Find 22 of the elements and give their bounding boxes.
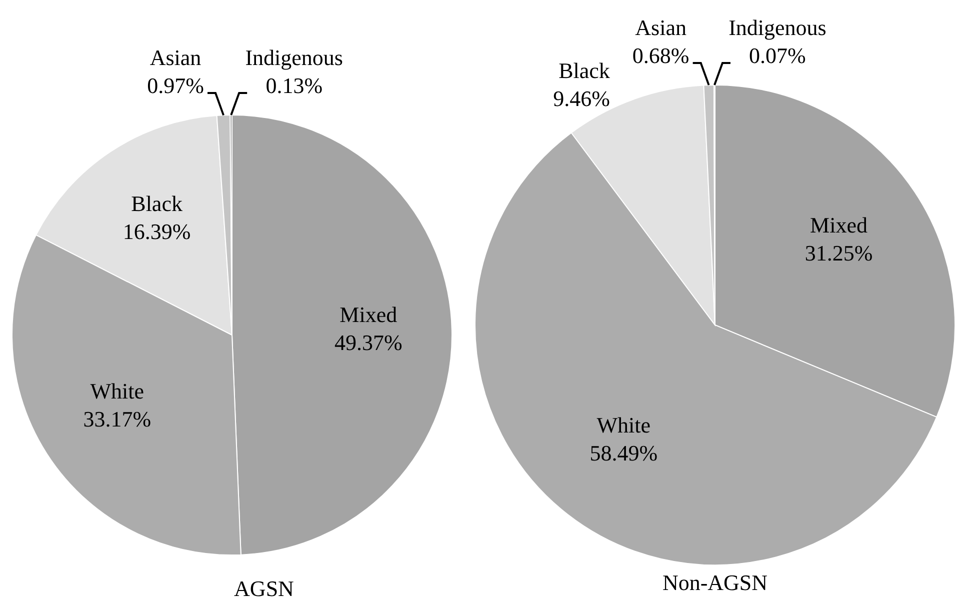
slice-label: Black — [558, 58, 610, 83]
slice-label: Indigenous — [245, 45, 343, 70]
slice-label: Black — [131, 191, 182, 216]
slice-label: Mixed — [340, 302, 398, 328]
slice-label: Indigenous — [728, 15, 826, 40]
data-label: 0.68% — [632, 43, 690, 68]
text: Non-AGSN — [662, 570, 768, 595]
data-label: 9.46% — [553, 86, 610, 111]
data-label: 49.37% — [334, 330, 402, 356]
data-label: 0.07% — [749, 43, 806, 68]
data-label: 0.97% — [147, 73, 204, 98]
data-label: 31.25% — [804, 240, 873, 266]
slice-label: White — [90, 378, 144, 404]
data-label: 33.17% — [83, 406, 152, 432]
slice-label: White — [596, 412, 650, 438]
data-label: 16.39% — [122, 219, 191, 244]
slice-label: Asian — [635, 15, 686, 40]
slice-label: Mixed — [810, 212, 868, 238]
data-label: 58.49% — [590, 440, 658, 466]
text: AGSN — [234, 576, 294, 601]
data-label: 0.13% — [266, 73, 323, 98]
slice-label: Asian — [150, 45, 202, 70]
